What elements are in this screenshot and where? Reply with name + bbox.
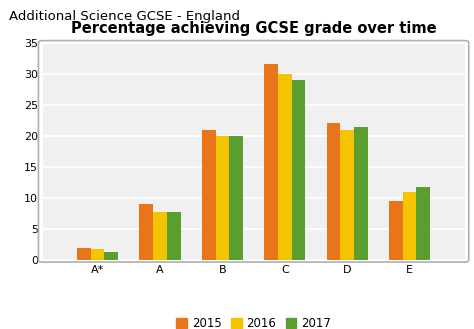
Bar xyxy=(354,127,368,260)
Bar xyxy=(403,192,417,260)
Bar xyxy=(139,204,153,260)
Bar xyxy=(389,201,403,260)
Title: Percentage achieving GCSE grade over time: Percentage achieving GCSE grade over tim… xyxy=(71,21,437,36)
Text: Additional Science GCSE - England: Additional Science GCSE - England xyxy=(9,10,240,23)
Bar xyxy=(153,212,167,260)
Bar xyxy=(292,80,305,260)
Bar xyxy=(278,74,292,260)
Bar xyxy=(91,249,104,260)
Bar xyxy=(327,123,340,260)
Bar xyxy=(167,212,181,260)
Legend: 2015, 2016, 2017: 2015, 2016, 2017 xyxy=(174,315,333,329)
Bar xyxy=(229,136,243,260)
Bar xyxy=(417,187,430,260)
Bar xyxy=(216,136,229,260)
Bar xyxy=(77,247,91,260)
Bar xyxy=(202,130,216,260)
Bar xyxy=(264,64,278,260)
Bar xyxy=(104,252,118,260)
Bar xyxy=(340,130,354,260)
